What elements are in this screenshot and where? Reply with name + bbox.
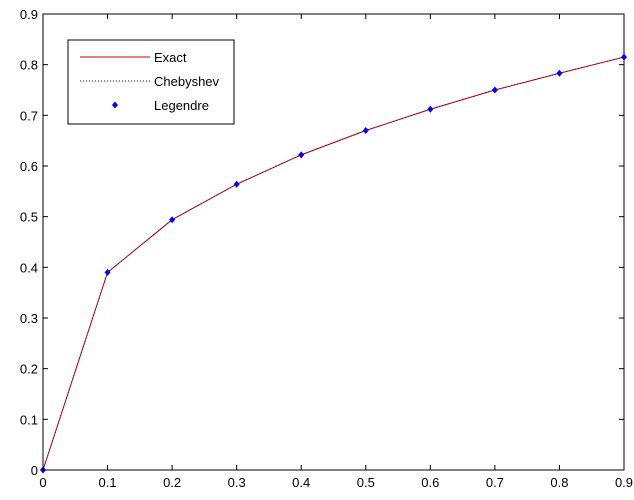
- y-tick-label: 0.7: [20, 108, 38, 123]
- y-tick-label: 0.8: [20, 58, 38, 73]
- data-point-legendre: [427, 105, 434, 113]
- x-tick-label: 0.3: [228, 475, 246, 490]
- x-tick-label: 0.4: [292, 475, 310, 490]
- data-point-legendre: [233, 180, 240, 188]
- data-point-legendre: [491, 86, 498, 94]
- y-tick-label: 0.4: [20, 260, 38, 275]
- legend-label: Exact: [154, 50, 187, 65]
- x-tick-label: 0.1: [99, 475, 117, 490]
- y-tick-label: 0.1: [20, 412, 38, 427]
- data-point-legendre: [362, 127, 369, 135]
- y-tick-label: 0.3: [20, 311, 38, 326]
- x-tick-label: 0.2: [163, 475, 181, 490]
- ticks-layer: 0 0.1 0.2 0.3 0.4 0.5 0.6 0.7 0.8 0.9 0 0.1 0.2 0.3 0.…: [20, 7, 633, 490]
- y-tick-label: 0.6: [20, 159, 38, 174]
- legend-label: Legendre: [154, 98, 209, 113]
- x-tick-label: 0: [39, 475, 46, 490]
- data-point-legendre: [298, 151, 305, 159]
- y-tick-label: 0.5: [20, 210, 38, 225]
- x-tick-label: 0.7: [486, 475, 504, 490]
- legend-label: Chebyshev: [154, 74, 220, 89]
- data-point-legendre: [104, 268, 111, 276]
- series-layer: [40, 53, 627, 474]
- series-line-chebyshev: [42, 56, 625, 471]
- x-tick-label: 0.6: [421, 475, 439, 490]
- data-point-legendre: [169, 216, 176, 224]
- y-tick-label: 0.2: [20, 362, 38, 377]
- legend-box: [67, 39, 235, 125]
- y-tick-label: 0.9: [20, 7, 38, 22]
- data-point-legendre: [621, 53, 627, 61]
- x-tick-label: 0.8: [550, 475, 568, 490]
- y-tick-label: 0: [31, 463, 38, 478]
- x-tick-label: 0.9: [615, 475, 633, 490]
- data-point-legendre: [556, 69, 563, 77]
- legend: Exact Chebyshev Legendre: [67, 39, 235, 125]
- x-tick-label: 0.5: [357, 475, 375, 490]
- legend-swatch-legendre: [112, 101, 118, 109]
